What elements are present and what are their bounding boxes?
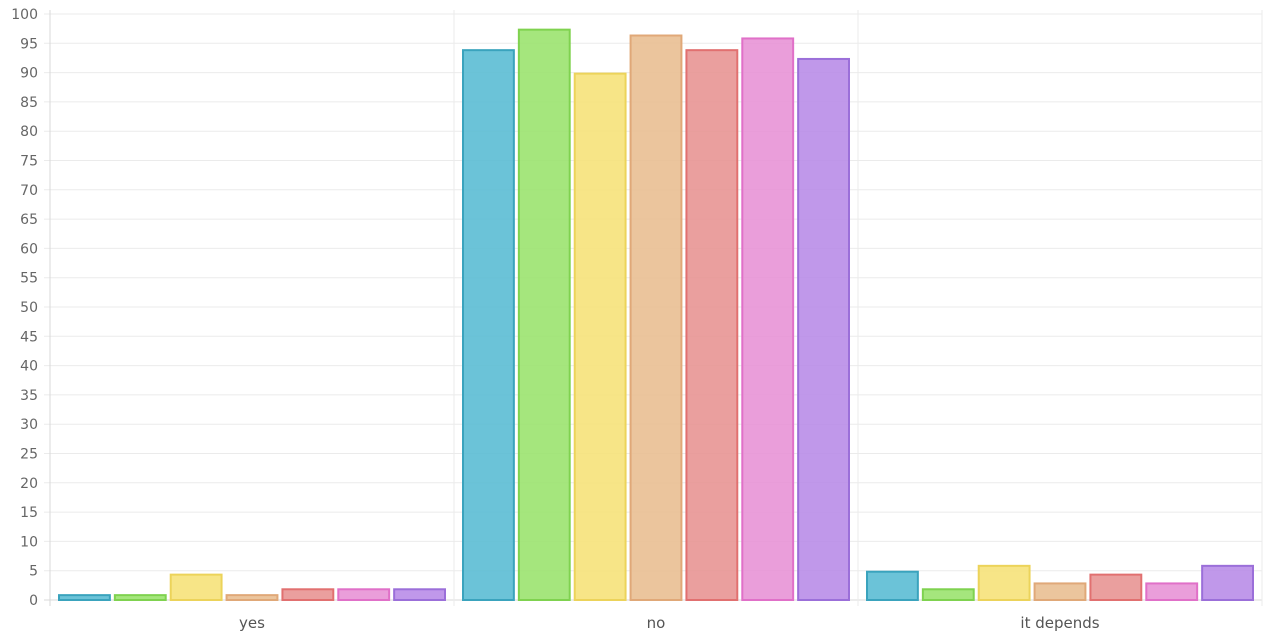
- bar-no-series-3: [573, 72, 627, 602]
- bar-no-series-7: [797, 57, 851, 601]
- bar-yes-series-4: [225, 594, 279, 602]
- bar-no-series-2: [517, 28, 571, 601]
- y-tick-label: 70: [20, 183, 38, 199]
- bar-it-depends-series-6: [1145, 582, 1199, 601]
- y-tick-label: 60: [20, 241, 38, 257]
- x-category-label: it depends: [1020, 614, 1099, 632]
- y-tick-label: 0: [29, 593, 38, 609]
- y-tick-label: 50: [20, 300, 38, 316]
- bar-no-series-6: [741, 37, 795, 601]
- bar-it-depends-series-4: [1033, 582, 1087, 601]
- bar-yes-series-5: [281, 588, 335, 602]
- y-tick-label: 75: [20, 154, 38, 170]
- bar-yes-series-7: [393, 588, 446, 602]
- y-tick-label: 45: [20, 329, 38, 345]
- bar-it-depends-series-5: [1089, 573, 1143, 602]
- bar-yes-series-6: [337, 588, 391, 602]
- bar-yes-series-1: [58, 594, 111, 602]
- y-tick-label: 30: [20, 417, 38, 433]
- bar-no-series-5: [685, 49, 739, 602]
- bar-it-depends-series-1: [866, 570, 919, 602]
- x-category-label: no: [647, 614, 666, 632]
- bar-no-series-1: [462, 49, 515, 602]
- bar-yes-series-2: [113, 594, 167, 602]
- y-tick-label: 90: [20, 66, 38, 82]
- y-tick-label: 10: [20, 534, 38, 550]
- bar-it-depends-series-7: [1201, 564, 1254, 602]
- y-tick-label: 20: [20, 476, 38, 492]
- y-tick-label: 5: [29, 564, 38, 580]
- bar-no-series-4: [629, 34, 683, 601]
- y-tick-label: 85: [20, 95, 38, 111]
- bars: [58, 28, 1254, 602]
- y-tick-label: 55: [20, 271, 38, 287]
- x-axis-labels: yes no it depends: [239, 614, 1100, 632]
- y-tick-label: 80: [20, 124, 38, 140]
- y-tick-label: 25: [20, 447, 38, 463]
- y-tick-label: 15: [20, 505, 38, 521]
- y-tick-label: 35: [20, 388, 38, 404]
- x-category-label: yes: [239, 614, 265, 632]
- bar-yes-series-3: [169, 573, 223, 602]
- bar-it-depends-series-2: [921, 588, 975, 602]
- bar-it-depends-series-3: [977, 564, 1031, 602]
- y-tick-label: 65: [20, 212, 38, 228]
- y-tick-label: 40: [20, 359, 38, 375]
- y-axis-ticks: 0 5 10 15 20 25 30 35 40 45 50 55 60 65 70 75 80 85 90 95 10…: [11, 7, 38, 609]
- y-tick-label: 95: [20, 36, 38, 52]
- y-tick-label: 100: [11, 7, 38, 23]
